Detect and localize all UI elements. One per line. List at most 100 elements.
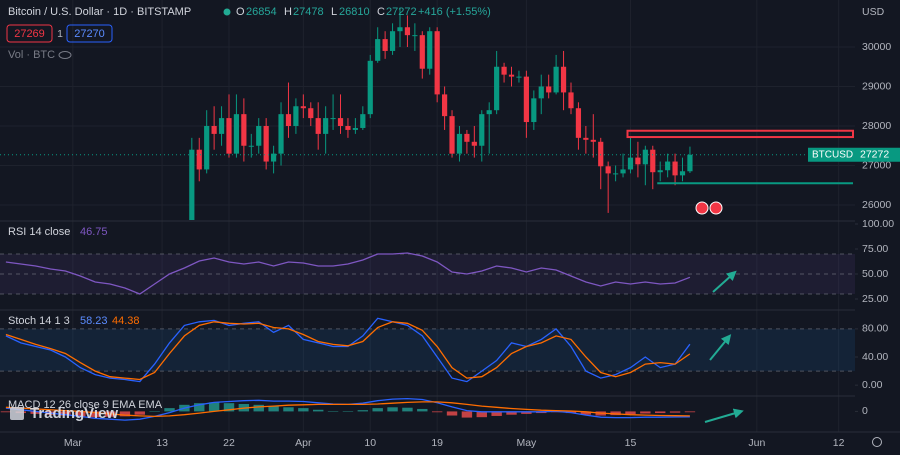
histogram-bar	[431, 411, 443, 413]
candle-body	[375, 39, 381, 61]
candle-body	[382, 39, 388, 51]
watermark: TradingView	[30, 405, 118, 422]
candle-body	[271, 153, 277, 162]
histogram-bar	[0, 411, 12, 413]
candle-body	[278, 114, 284, 154]
histogram-bar	[313, 409, 324, 412]
candle-body	[531, 98, 537, 123]
candle-body	[635, 157, 641, 165]
candle-body	[642, 149, 648, 165]
ohlc-value: 26854	[246, 6, 277, 18]
stoch-panel	[0, 317, 855, 383]
y-tick-label: 0	[862, 405, 868, 417]
x-tick-label: 15	[625, 437, 637, 449]
histogram-bar	[164, 408, 175, 412]
candle-body	[427, 31, 433, 69]
histogram-bar	[506, 411, 517, 415]
y-tick-label: 40.00	[862, 351, 888, 363]
currency[interactable]: USD	[862, 6, 885, 18]
y-tick-label: 25.00	[862, 293, 888, 305]
histogram-bar	[491, 411, 502, 416]
volume-label: Vol · BTC	[8, 49, 55, 61]
candle-body	[389, 31, 396, 51]
candle-body	[449, 116, 455, 154]
candle-body	[672, 161, 678, 176]
axes: Mar 13 22 Apr 10 19 May 15 Jun 12 26000 27000 28000 2…	[64, 41, 900, 449]
indicator-value: 58.23	[80, 315, 108, 327]
candle-body	[583, 137, 589, 140]
candle-body	[412, 35, 418, 37]
event-icon[interactable]	[695, 201, 709, 215]
histogram-bar	[640, 411, 651, 414]
histogram-bar	[446, 411, 458, 416]
x-tick-label: 13	[156, 437, 168, 449]
histogram-bar	[89, 411, 101, 418]
annotation-arrow	[712, 270, 737, 293]
histogram-bar	[298, 408, 309, 412]
candle-body	[479, 114, 485, 146]
price-tag-symbol: BTCUSD	[812, 149, 853, 160]
histogram-bar	[655, 411, 666, 414]
candle-body	[315, 118, 321, 134]
candle-body	[241, 114, 247, 146]
ask-price[interactable]: 27270	[74, 28, 105, 40]
histogram-bar	[417, 408, 428, 412]
macd-panel	[0, 397, 696, 421]
candle-body	[226, 118, 232, 154]
indicator-title: Stoch 14 1 3	[8, 315, 70, 327]
y-tick-label: 0.00	[862, 379, 883, 391]
x-tick-label: 19	[431, 437, 443, 449]
candle-body	[308, 108, 314, 119]
histogram-bar	[625, 411, 636, 415]
histogram-bar	[357, 410, 369, 412]
indicator-line	[5, 252, 691, 295]
candle-body	[568, 92, 574, 109]
candle-body	[665, 161, 671, 171]
settings-icon[interactable]	[872, 437, 882, 447]
histogram-bar	[283, 407, 294, 412]
candle-body	[501, 66, 507, 75]
indicator-line	[5, 401, 690, 418]
ohlc-label: C	[377, 6, 385, 18]
candle-body	[627, 157, 634, 170]
histogram-bar	[253, 404, 264, 412]
candle-body	[486, 110, 492, 115]
candle-body	[538, 86, 544, 99]
histogram-bar	[684, 411, 696, 413]
candle-body	[471, 141, 477, 146]
visibility-icon[interactable]	[58, 51, 72, 59]
histogram-bar	[580, 411, 592, 415]
resistance-zone	[626, 129, 855, 139]
histogram-bar	[208, 402, 220, 412]
candle-body	[233, 114, 240, 154]
price-panel	[0, 7, 855, 220]
candle-body	[211, 125, 217, 134]
candle-body	[508, 74, 515, 77]
histogram-bar	[194, 403, 205, 412]
market-status	[223, 8, 231, 16]
y-tick-label: 80.00	[862, 323, 888, 335]
candle-body	[263, 125, 269, 162]
histogram-bar	[387, 407, 398, 412]
price-tag	[808, 147, 900, 162]
candle-body	[345, 125, 351, 130]
buy-button[interactable]	[66, 24, 113, 43]
ohlc-value: 27272	[386, 6, 417, 18]
y-tick-label: 26000	[862, 199, 891, 211]
candle-body	[516, 76, 522, 78]
sell-button[interactable]	[6, 24, 53, 43]
bid-price[interactable]: 27269	[14, 28, 45, 40]
indicator-value: 46.75	[80, 226, 108, 238]
ohlc-value: 27478	[293, 6, 324, 18]
candle-body	[330, 118, 336, 120]
candle-body	[553, 66, 559, 93]
histogram-bar	[402, 407, 413, 412]
candle-body	[494, 66, 500, 111]
event-icon[interactable]	[709, 201, 723, 215]
ohlc-label: H	[284, 6, 292, 18]
indicator-title: RSI 14 close	[8, 226, 70, 238]
x-tick-label: Apr	[295, 437, 312, 449]
candle-body	[248, 145, 254, 147]
ohlc-label: L	[331, 6, 337, 18]
